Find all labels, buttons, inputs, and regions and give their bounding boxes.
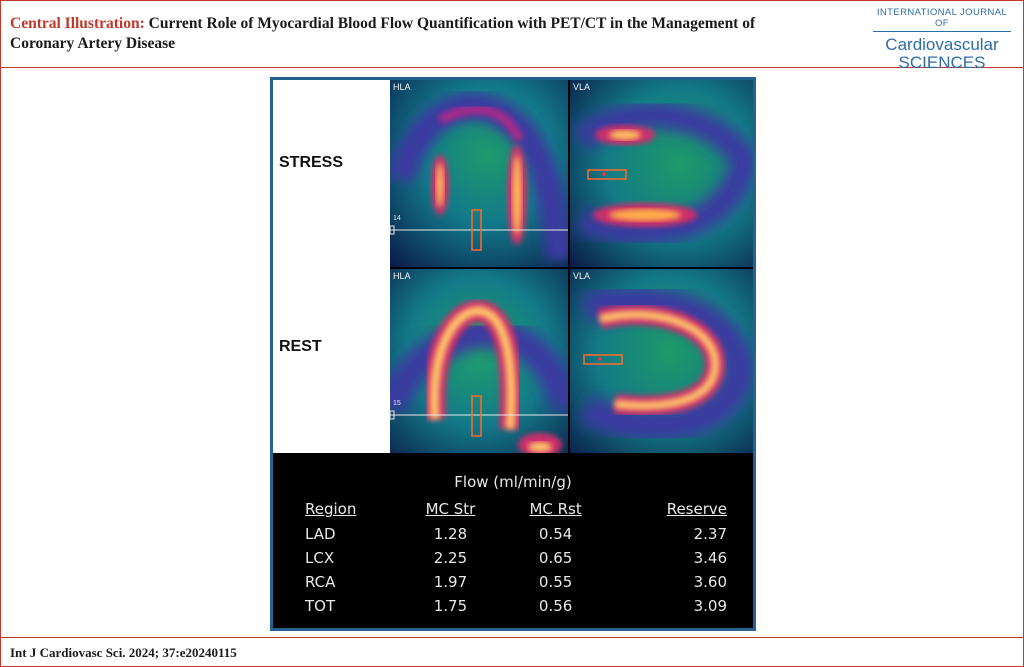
stress-hla-scan: 14 <box>390 80 568 267</box>
journal-line1: INTERNATIONAL JOURNAL OF <box>876 7 1008 29</box>
rest-hla-label: HLA <box>393 271 411 281</box>
title-lead: Central Illustration: <box>10 15 145 32</box>
rest-label: REST <box>279 338 322 355</box>
flow-table: Region MC Str MC Rst Reserve LAD 1.28 0.… <box>301 497 731 619</box>
table-cell: 0.54 <box>538 525 573 543</box>
central-figure: STRESS REST 14 <box>270 77 756 631</box>
table-cell: 1.97 <box>433 573 468 591</box>
rest-hla-image: 15 HLA <box>390 269 568 453</box>
page-title: Central Illustration: Current Role of My… <box>10 14 770 54</box>
rest-vla-scan <box>570 269 753 453</box>
column-header: MC Str <box>425 500 476 518</box>
journal-rule <box>873 31 1011 32</box>
stress-slice-number: 14 <box>393 215 401 222</box>
stress-hla-label: HLA <box>393 82 411 92</box>
table-cell: 3.60 <box>693 573 727 591</box>
citation: Int J Cardiovasc Sci. 2024; 37:e20240115 <box>10 645 237 660</box>
column-header: MC Rst <box>529 500 582 518</box>
table-cell: 1.75 <box>433 597 468 615</box>
stress-label: STRESS <box>279 154 344 171</box>
table-header-row: Region MC Str MC Rst Reserve <box>301 497 731 523</box>
column-header: Region <box>305 500 357 518</box>
footer: Int J Cardiovasc Sci. 2024; 37:e20240115 <box>1 637 1023 667</box>
table-cell: 0.56 <box>538 597 573 615</box>
table-cell: 0.55 <box>538 573 573 591</box>
table-row: LCX 2.25 0.65 3.46 <box>301 547 731 571</box>
journal-logo: INTERNATIONAL JOURNAL OF Cardiovascular … <box>873 7 1011 72</box>
table-cell: 3.46 <box>693 549 727 567</box>
table-cell: LCX <box>305 549 335 567</box>
rest-vla-image: VLA <box>570 269 753 453</box>
header: Central Illustration: Current Role of My… <box>1 1 1023 72</box>
table-row: RCA 1.97 0.55 3.60 <box>301 571 731 595</box>
stress-hla-image: 14 HLA <box>390 80 568 267</box>
flow-table-area: Flow (ml/min/g) Region MC Str MC Rst Res… <box>273 453 753 628</box>
table-row: TOT 1.75 0.56 3.09 <box>301 595 731 619</box>
table-cell: 2.37 <box>693 525 727 543</box>
rest-vla-label: VLA <box>573 271 591 281</box>
column-header: Reserve <box>666 500 727 518</box>
title-text: Current Role of Myocardial Blood Flow Qu… <box>10 15 756 52</box>
stress-vla-image: VLA <box>570 80 753 267</box>
journal-line2: Cardiovascular <box>885 35 999 54</box>
table-row: LAD 1.28 0.54 2.37 <box>301 523 731 547</box>
rest-slice-number: 15 <box>393 400 401 407</box>
stress-vla-label: VLA <box>573 82 591 92</box>
table-cell: RCA <box>305 573 336 591</box>
table-cell: 3.09 <box>693 597 727 615</box>
table-cell: LAD <box>305 525 336 543</box>
journal-line3: SCIENCES <box>898 53 986 72</box>
table-cell: 0.65 <box>538 549 573 567</box>
table-cell: 2.25 <box>433 549 468 567</box>
table-cell: TOT <box>305 597 336 615</box>
table-cell: 1.28 <box>433 525 468 543</box>
stress-vla-scan <box>570 80 753 267</box>
rest-hla-scan: 15 <box>390 269 568 453</box>
row-label-column: STRESS REST <box>273 80 390 453</box>
flow-table-title: Flow (ml/min/g) <box>454 473 572 491</box>
